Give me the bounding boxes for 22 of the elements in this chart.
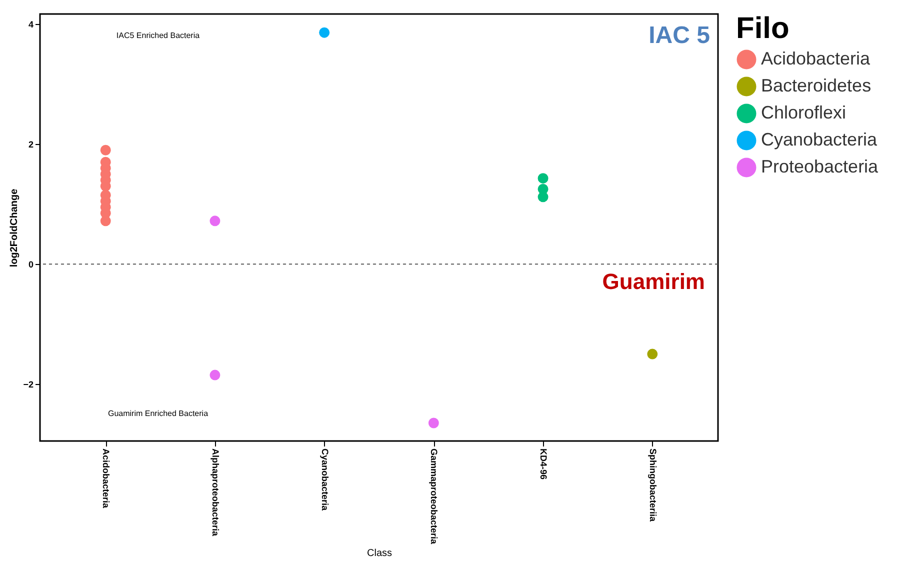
- x-tick-label: Acidobacteria: [101, 448, 112, 510]
- annotation: IAC 5: [648, 22, 710, 49]
- x-tick-label: Sphingobacteriia: [648, 448, 658, 523]
- annotation: Guamirim Enriched Bacteria: [108, 409, 209, 418]
- legend-label: Cyanobacteria: [761, 130, 878, 150]
- legend-label: Proteobacteria: [761, 156, 880, 176]
- y-axis-title: log2FoldChange: [9, 188, 20, 268]
- x-tick-label: Cyanobacteria: [320, 448, 330, 512]
- y-tick-label: 4: [28, 20, 34, 30]
- x-tick-label: KD4-96: [538, 448, 549, 480]
- legend-label: Bacteroidetes: [761, 76, 872, 96]
- y-tick-label: 2: [28, 140, 34, 150]
- y-tick-label: −2: [23, 380, 34, 390]
- y-tick-label: 0: [28, 260, 34, 270]
- annotation: IAC5 Enriched Bacteria: [116, 31, 200, 40]
- x-tick-label: Gammaproteobacteria: [429, 448, 440, 546]
- legend-title: Filo: [736, 12, 790, 45]
- x-axis-title: Class: [366, 548, 392, 560]
- annotation: Guamirim: [602, 269, 705, 294]
- x-tick-label: Alphaproteobacteria: [210, 448, 220, 538]
- legend-label: Acidobacteria: [761, 48, 872, 68]
- legend-label: Chloroflexi: [761, 102, 846, 122]
